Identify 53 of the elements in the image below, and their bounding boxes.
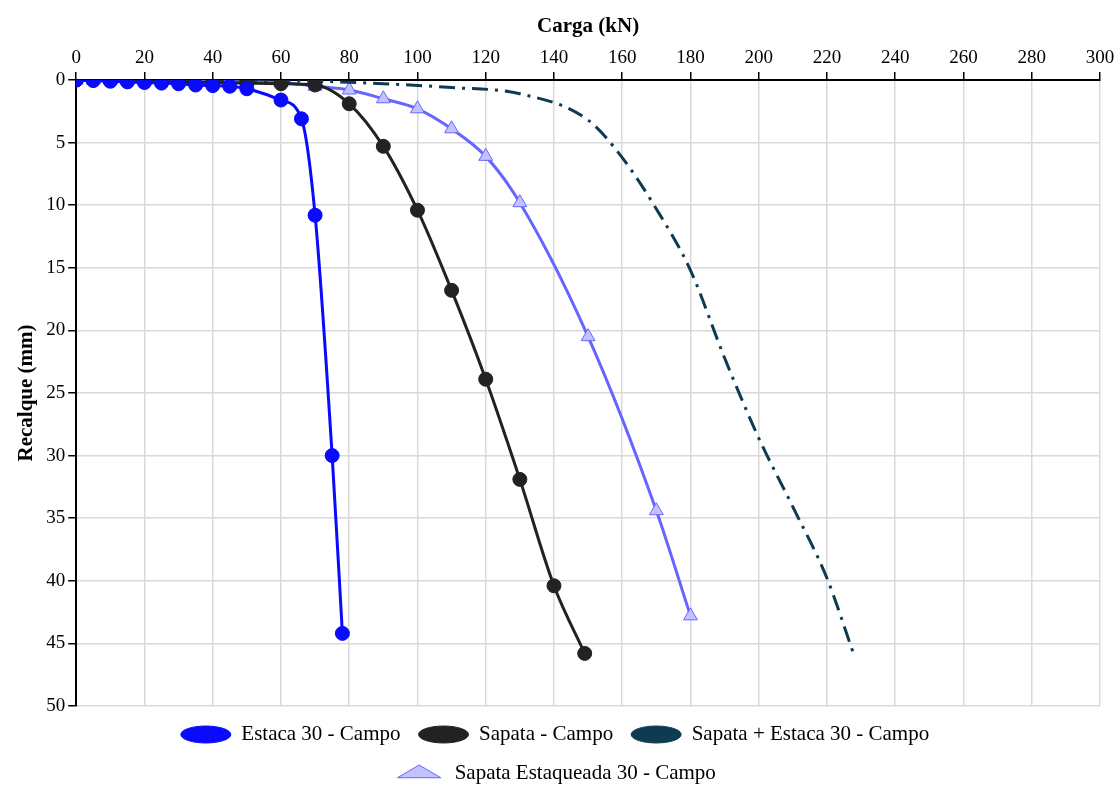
- y-tick-label: 15: [46, 255, 66, 277]
- point: [648, 502, 664, 516]
- point: [188, 80, 204, 93]
- point: [341, 96, 357, 112]
- x-tick-label: 0: [71, 45, 81, 67]
- y-tick-label: 40: [46, 568, 66, 590]
- y-tick-label: 0: [55, 67, 66, 89]
- point: [683, 607, 698, 621]
- point: [205, 80, 221, 94]
- x-tick-label: 260: [949, 45, 978, 67]
- y-tick-label: 35: [46, 506, 66, 528]
- y-tick-label: 50: [46, 693, 66, 715]
- x-tick-label: 40: [203, 45, 223, 67]
- x-tick-label: 240: [880, 45, 910, 67]
- point: [577, 645, 593, 661]
- x-tick-label: 280: [1017, 45, 1046, 67]
- y-axis-title: Recalque (mm): [13, 324, 38, 462]
- y-tick-label: 5: [55, 130, 66, 152]
- x-axis-title: Carga (kN): [537, 13, 640, 38]
- legend-label: Sapata Estaqueada 30 - Campo: [454, 760, 716, 785]
- x-tick-label: 300: [1085, 45, 1115, 67]
- point: [478, 371, 494, 387]
- x-tick-label: 20: [134, 45, 154, 67]
- point: [324, 448, 340, 464]
- point: [222, 80, 238, 94]
- point: [293, 111, 309, 127]
- point: [334, 625, 350, 641]
- point: [239, 81, 255, 97]
- legend-label: Sapata + Estaca 30 - Campo: [691, 721, 930, 746]
- y-tick-label: 10: [46, 193, 66, 215]
- point: [444, 282, 460, 298]
- point: [546, 578, 562, 594]
- point: [512, 471, 528, 487]
- x-tick-label: 220: [812, 45, 842, 67]
- x-tick-label: 180: [676, 45, 705, 67]
- x-tick-label: 140: [539, 45, 569, 67]
- point: [375, 138, 391, 154]
- y-tick-label: 20: [46, 318, 66, 340]
- legend-label: Estaca 30 - Campo: [241, 721, 401, 746]
- x-tick-label: 60: [271, 45, 291, 67]
- y-tick-label: 25: [46, 380, 66, 402]
- legend-label: Sapata - Campo: [479, 721, 614, 746]
- x-tick-label: 160: [607, 45, 637, 67]
- x-tick-label: 80: [339, 45, 359, 67]
- y-tick-label: 30: [46, 443, 66, 465]
- y-tick-label: 45: [46, 631, 66, 653]
- point: [307, 207, 323, 223]
- x-tick-label: 200: [744, 45, 773, 67]
- x-tick-label: 120: [471, 45, 500, 67]
- point: [409, 202, 425, 218]
- point: [580, 328, 596, 342]
- x-tick-label: 100: [403, 45, 432, 67]
- point: [273, 92, 289, 108]
